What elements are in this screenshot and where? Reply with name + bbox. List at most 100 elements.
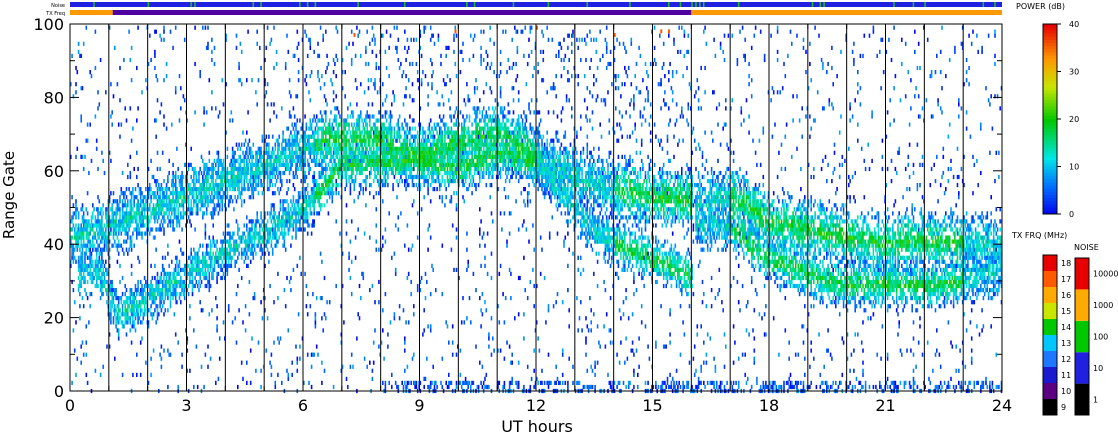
echo-cell [180, 247, 182, 252]
echo-cell [124, 219, 126, 224]
noise-bar [70, 2, 1002, 7]
echo-cell [243, 223, 246, 228]
echo-cell [107, 235, 110, 240]
echo-cell [86, 255, 89, 260]
echo-cell [81, 235, 84, 240]
echo-cell [282, 162, 284, 167]
echo-cell [79, 263, 81, 268]
echo-cell [224, 275, 226, 281]
echo-cell [189, 279, 191, 285]
echo-cell [374, 41, 376, 46]
echo-cell [256, 102, 258, 107]
echo-cell [99, 279, 102, 285]
echo-cell [180, 215, 182, 220]
echo-cell [92, 259, 94, 264]
echo-cell [413, 312, 415, 317]
echo-cell [246, 263, 248, 268]
echo-cell [233, 162, 235, 167]
noise-bar-mark [737, 2, 740, 7]
echo-cell [424, 130, 427, 135]
echo-cell [278, 134, 280, 139]
echo-cell [222, 320, 225, 325]
noise-bar-mark [586, 2, 588, 7]
echo-cell [187, 199, 190, 204]
echo-cell [95, 259, 98, 264]
echo-cell [350, 122, 353, 127]
echo-cell [75, 231, 77, 236]
echo-cell [264, 215, 266, 220]
echo-cell [284, 211, 287, 216]
echo-cell [288, 223, 291, 228]
echo-cell [169, 191, 172, 196]
echo-cell [288, 166, 291, 172]
echo-cell [378, 166, 380, 172]
echo-cell [133, 215, 135, 220]
echo-cell [319, 142, 322, 147]
echo-cell [299, 255, 301, 260]
echo-cell [411, 243, 414, 248]
echo-cell [198, 255, 200, 260]
echo-cell [102, 231, 104, 236]
echo-cell [200, 308, 203, 313]
echo-cell [139, 195, 142, 200]
echo-cell [277, 227, 279, 232]
echo-cell [154, 263, 156, 268]
echo-cell [165, 283, 168, 289]
echo-cell [438, 170, 441, 176]
echo-cell [317, 41, 319, 46]
echo-cell [80, 344, 82, 349]
echo-cell [89, 239, 91, 244]
echo-cell [426, 356, 428, 361]
echo-cell [335, 74, 337, 79]
echo-cell [229, 255, 231, 260]
echo-cell [286, 158, 288, 163]
echo-cell [266, 235, 269, 240]
echo-cell [196, 207, 199, 212]
echo-cell [185, 142, 187, 147]
echo-cell [181, 227, 183, 232]
echo-cell [147, 324, 150, 329]
echo-cell [286, 275, 288, 281]
echo-cell [253, 223, 256, 228]
echo-cell [212, 271, 214, 276]
echo-cell [378, 300, 380, 305]
echo-cell [293, 203, 296, 208]
echo-cell [268, 174, 270, 180]
echo-cell [306, 292, 309, 297]
echo-cell [299, 158, 301, 163]
echo-cell [141, 292, 143, 297]
echo-cell [160, 187, 163, 192]
echo-cell [229, 187, 231, 192]
echo-cell [281, 380, 283, 385]
echo-cell [163, 275, 165, 281]
echo-cell [217, 255, 220, 260]
echo-cell [312, 199, 314, 204]
echo-cell [70, 227, 72, 232]
echo-cell [304, 174, 306, 180]
echo-cell [71, 380, 73, 385]
echo-cell [266, 82, 269, 87]
echo-cell [161, 150, 164, 155]
echo-cell [304, 29, 306, 34]
echo-cell [378, 179, 380, 184]
echo-cell [141, 215, 143, 220]
echo-cell [325, 114, 327, 119]
echo-cell [383, 356, 385, 361]
echo-cell [299, 207, 301, 212]
echo-cell [73, 235, 76, 240]
echo-cell [306, 158, 309, 163]
echo-cell [141, 231, 143, 236]
echo-cell [291, 146, 293, 151]
echo-cell [114, 211, 116, 216]
echo-cell [248, 187, 251, 192]
echo-cell [189, 219, 191, 224]
echo-cell [273, 65, 275, 71]
echo-cell [75, 199, 77, 204]
echo-cell [251, 235, 253, 240]
echo-cell [194, 259, 196, 264]
noise-bar-mark [912, 2, 915, 7]
echo-cell [402, 126, 405, 131]
echo-cell [345, 219, 348, 224]
echo-cell [269, 158, 271, 163]
echo-cell [343, 320, 345, 325]
